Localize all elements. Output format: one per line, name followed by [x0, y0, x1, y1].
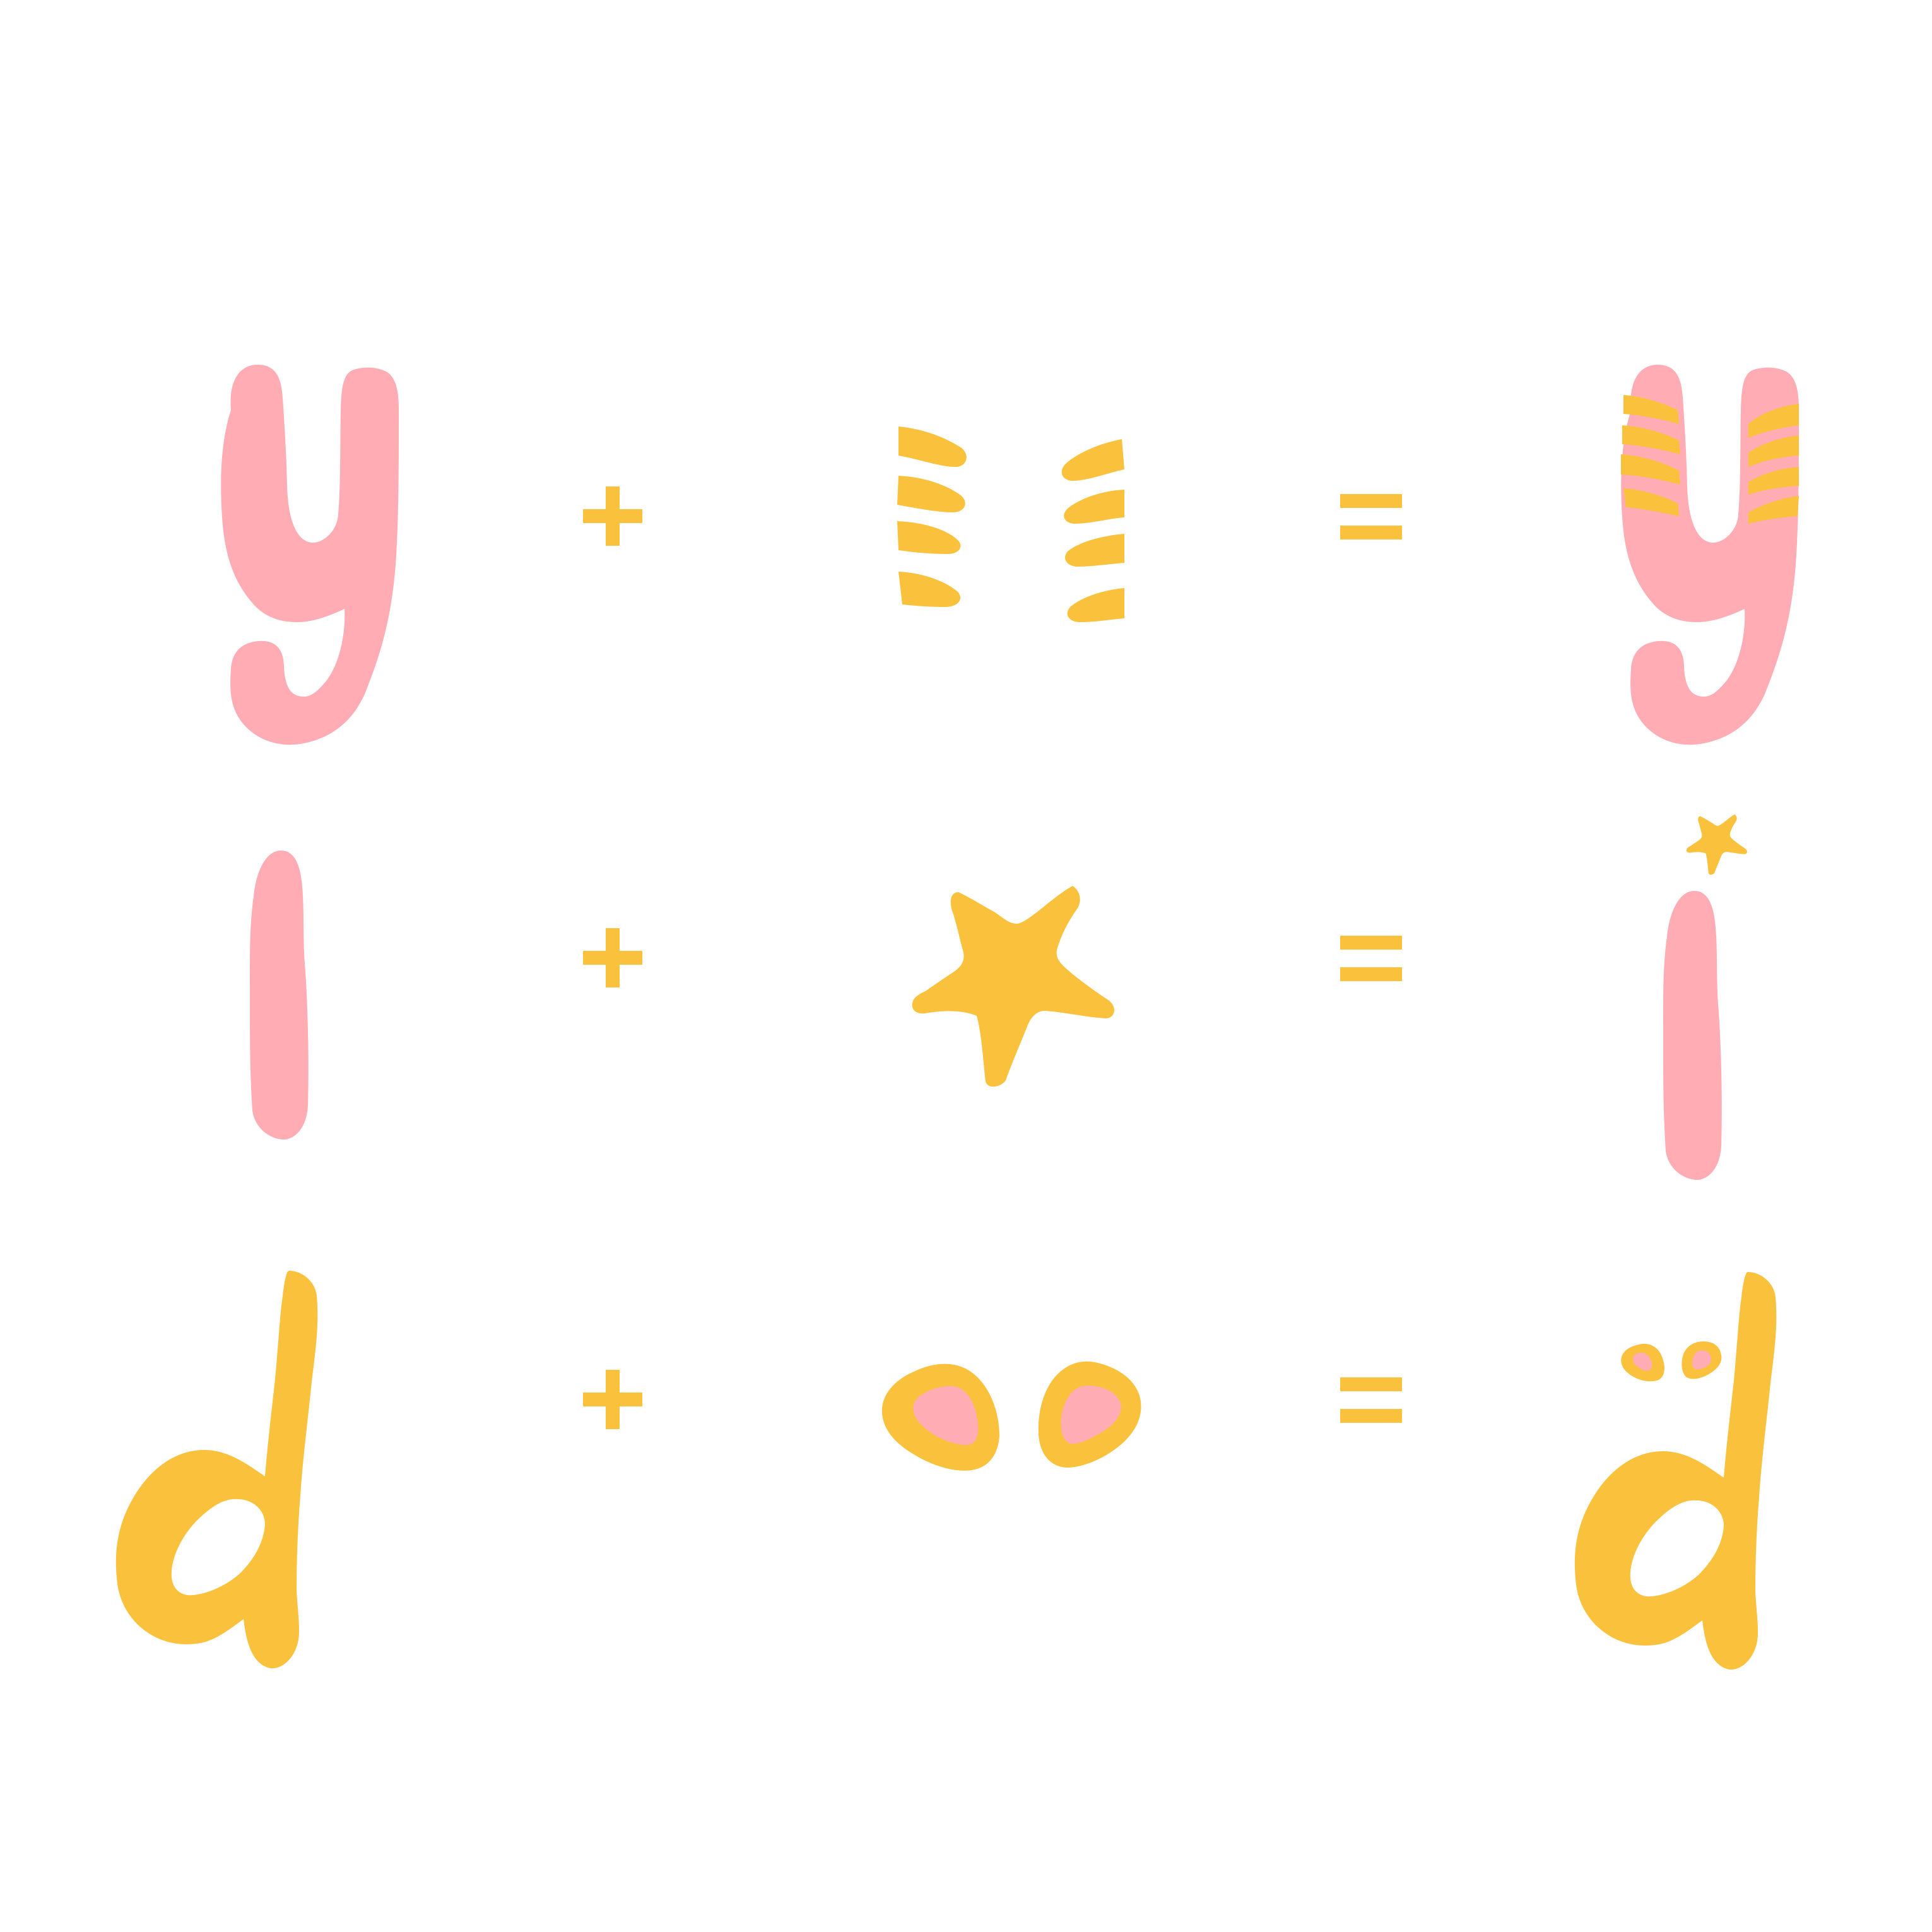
equals-icon — [1340, 1377, 1402, 1423]
letter-y-striped — [1621, 365, 1799, 745]
dots-decoration — [881, 1361, 1141, 1471]
dot-left — [881, 1364, 999, 1471]
letter-y-pink — [221, 365, 399, 745]
plus-icon — [583, 486, 642, 546]
letter-d-with-dots — [1574, 1272, 1777, 1670]
letter-i-dotless-pink — [249, 851, 309, 1140]
star-decoration — [912, 886, 1114, 1087]
row-d — [115, 1271, 1777, 1670]
plus-icon — [583, 928, 642, 987]
row-y — [221, 365, 1799, 745]
equals-icon — [1340, 936, 1402, 981]
letter-i-with-star — [1663, 814, 1747, 1180]
dot-right — [1038, 1361, 1141, 1468]
equals-icon — [1340, 494, 1402, 539]
plus-icon — [583, 1370, 642, 1429]
row-i — [249, 814, 1747, 1180]
stripes-decoration — [897, 427, 1124, 622]
letter-d-yellow — [115, 1271, 318, 1669]
